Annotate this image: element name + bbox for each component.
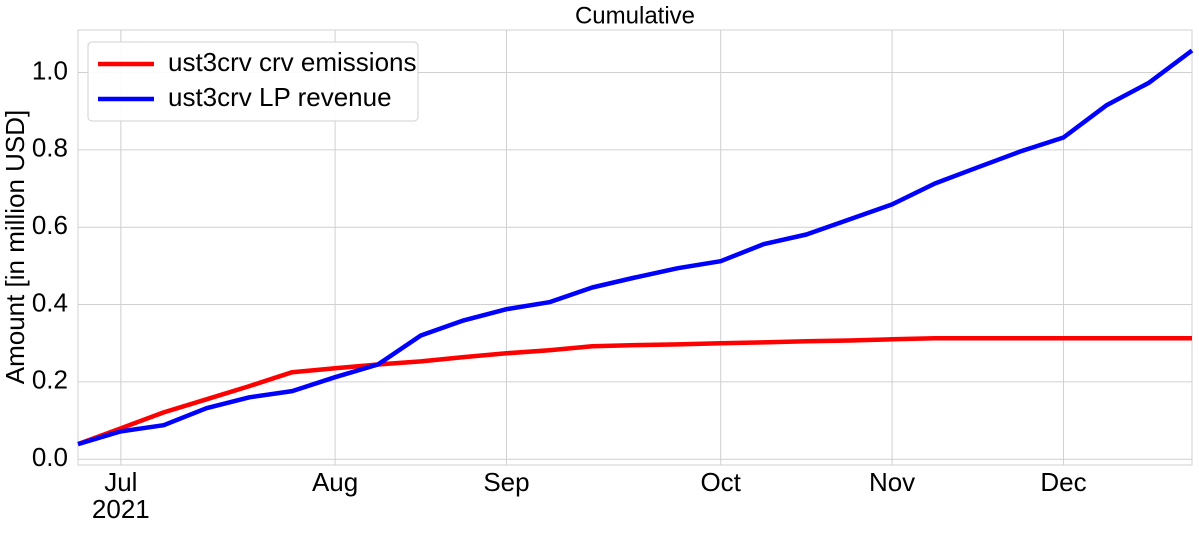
y-tick-label: 0.6 xyxy=(32,210,68,240)
legend-box xyxy=(87,41,419,122)
plot-frame xyxy=(77,29,1193,466)
x-tick-label: Dec xyxy=(1040,467,1086,497)
line-series xyxy=(77,335,1192,447)
x-tick-label: Jul xyxy=(104,467,137,497)
y-tick-label: 0.2 xyxy=(32,365,68,395)
y-tick-label: 0.4 xyxy=(32,287,68,317)
legend-label: ust3crv LP revenue xyxy=(168,82,392,112)
x-year-label: 2021 xyxy=(92,494,150,524)
x-tick-label: Oct xyxy=(700,467,741,497)
y-tick-label: 1.0 xyxy=(32,55,68,85)
legend-label: ust3crv crv emissions xyxy=(168,47,417,77)
chart-title: Cumulative xyxy=(575,2,695,29)
line-series xyxy=(77,48,1194,447)
y-tick-label: 0.0 xyxy=(32,442,68,472)
y-axis-label: Amount [in million USD] xyxy=(0,110,30,385)
x-tick-label: Sep xyxy=(483,467,529,497)
y-tick-label: 0.8 xyxy=(32,133,68,163)
x-tick-label: Aug xyxy=(312,467,358,497)
x-tick-label: Nov xyxy=(869,467,915,497)
